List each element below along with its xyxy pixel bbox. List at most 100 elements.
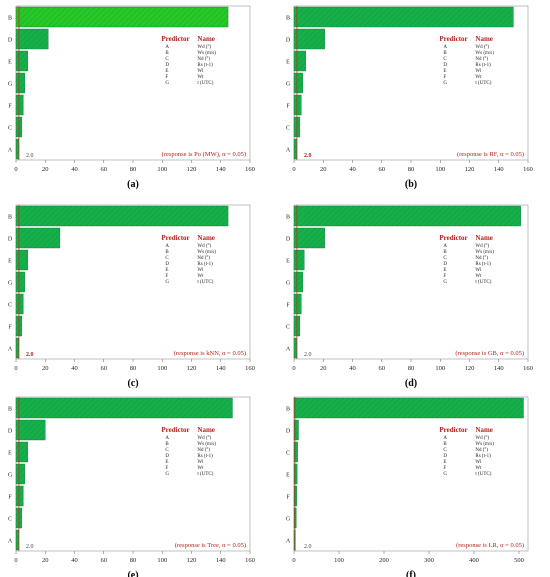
legend-name: Wd (°) bbox=[197, 436, 211, 441]
legend-name: Wd (°) bbox=[475, 45, 489, 50]
legend-name: Wd (°) bbox=[475, 244, 489, 249]
bar-hatch bbox=[16, 398, 233, 418]
x-tick-label: 140 bbox=[494, 166, 504, 173]
bar-hatch bbox=[294, 420, 299, 440]
x-tick-label: 160 bbox=[245, 365, 255, 372]
x-tick-label: 0 bbox=[292, 557, 295, 564]
x-tick-label: 0 bbox=[292, 166, 295, 173]
bar-hatch bbox=[16, 29, 49, 49]
panel-label: (c) bbox=[127, 378, 138, 389]
legend-name: Nd (°) bbox=[197, 57, 210, 62]
category-label: C bbox=[286, 325, 290, 331]
legend-code: F bbox=[165, 466, 168, 471]
legend-code: F bbox=[443, 466, 446, 471]
category-label: G bbox=[8, 82, 13, 88]
legend-name-header: Name bbox=[197, 426, 215, 434]
x-tick-label: 0 bbox=[292, 365, 295, 372]
x-tick-label: 20 bbox=[42, 166, 49, 173]
legend-name: Ws (m/s) bbox=[475, 51, 494, 56]
bar-hatch bbox=[16, 250, 28, 270]
legend-code: F bbox=[443, 274, 446, 279]
bar-hatch bbox=[16, 420, 46, 440]
legend-name: Wl bbox=[475, 460, 482, 465]
legend-code: A bbox=[165, 436, 169, 441]
x-tick-label: 0 bbox=[14, 557, 17, 564]
bar-hatch bbox=[294, 139, 297, 159]
legend-name: t (UTC) bbox=[475, 472, 491, 477]
category-label: C bbox=[8, 517, 12, 523]
reference-label: 2.0 bbox=[304, 544, 312, 550]
response-note: (response is Po (MW), α = 0.05) bbox=[162, 151, 246, 158]
legend-name: t (UTC) bbox=[197, 81, 213, 86]
x-tick-label: 400 bbox=[469, 557, 479, 564]
plot-frame bbox=[293, 5, 529, 161]
legend-name-header: Name bbox=[197, 234, 215, 242]
legend-name: t (UTC) bbox=[197, 280, 213, 285]
x-tick-label: 100 bbox=[435, 365, 445, 372]
legend-name: Wt bbox=[197, 75, 204, 80]
legend-name: Ws (m/s) bbox=[197, 51, 216, 56]
response-note: (response is Tree, α = 0.05) bbox=[175, 542, 246, 549]
response-note: (response is RF, α = 0.05) bbox=[457, 151, 524, 158]
x-tick-label: 40 bbox=[349, 365, 356, 372]
bar-hatch bbox=[294, 250, 305, 270]
bar-hatch bbox=[294, 464, 298, 484]
response-note: (response is LR, α = 0.05) bbox=[456, 542, 524, 549]
category-label: C bbox=[8, 303, 12, 309]
legend-name: t (UTC) bbox=[475, 280, 491, 285]
category-label: A bbox=[8, 347, 13, 353]
x-tick-label: 60 bbox=[379, 365, 386, 372]
category-label: A bbox=[8, 148, 13, 154]
legend-code: C bbox=[443, 57, 447, 62]
x-tick-label: 20 bbox=[320, 166, 327, 173]
legend-name: Nd (°) bbox=[475, 448, 488, 453]
category-label: E bbox=[8, 60, 12, 66]
legend-code: A bbox=[165, 45, 169, 50]
reference-label: 2.0 bbox=[304, 153, 312, 159]
plot-frame bbox=[293, 204, 529, 360]
legend-code: B bbox=[443, 250, 447, 255]
x-tick-label: 160 bbox=[245, 166, 255, 173]
legend-name: Wl bbox=[197, 268, 204, 273]
bar-hatch bbox=[294, 398, 524, 418]
x-tick-label: 20 bbox=[42, 557, 49, 564]
legend-predictor-header: Predictor bbox=[439, 35, 467, 43]
legend-name: Wt bbox=[475, 274, 482, 279]
x-tick-label: 140 bbox=[216, 166, 226, 173]
legend-code: G bbox=[443, 81, 447, 86]
category-label: B bbox=[286, 16, 290, 22]
x-tick-label: 140 bbox=[494, 365, 504, 372]
legend-code: G bbox=[165, 81, 169, 86]
bar-hatch bbox=[294, 51, 306, 71]
legend-name: Rs (t-1) bbox=[197, 63, 213, 68]
category-label: A bbox=[8, 539, 13, 545]
x-tick-label: 100 bbox=[157, 166, 167, 173]
x-tick-label: 100 bbox=[157, 557, 167, 564]
bar-hatch bbox=[16, 530, 19, 550]
legend-name: Wl bbox=[475, 69, 482, 74]
legend-code: D bbox=[443, 262, 447, 267]
legend-code: E bbox=[165, 268, 168, 273]
x-tick-label: 40 bbox=[71, 166, 78, 173]
bar-hatch bbox=[294, 272, 303, 292]
x-tick-label: 0 bbox=[14, 365, 17, 372]
bar-hatch bbox=[294, 7, 514, 27]
category-label: D bbox=[8, 429, 13, 435]
x-tick-label: 40 bbox=[349, 166, 356, 173]
legend-predictor-header: Predictor bbox=[161, 35, 189, 43]
legend-name: t (UTC) bbox=[197, 472, 213, 477]
category-label: E bbox=[286, 473, 290, 479]
x-tick-label: 500 bbox=[514, 557, 524, 564]
legend-name: t (UTC) bbox=[475, 81, 491, 86]
category-label: E bbox=[286, 259, 290, 265]
legend-name: Nd (°) bbox=[197, 448, 210, 453]
bar-hatch bbox=[16, 464, 25, 484]
x-tick-label: 80 bbox=[408, 166, 415, 173]
bar-hatch bbox=[294, 486, 297, 506]
legend-name: Wt bbox=[475, 75, 482, 80]
category-label: D bbox=[8, 237, 13, 243]
category-label: G bbox=[286, 517, 291, 523]
x-tick-label: 0 bbox=[14, 166, 17, 173]
